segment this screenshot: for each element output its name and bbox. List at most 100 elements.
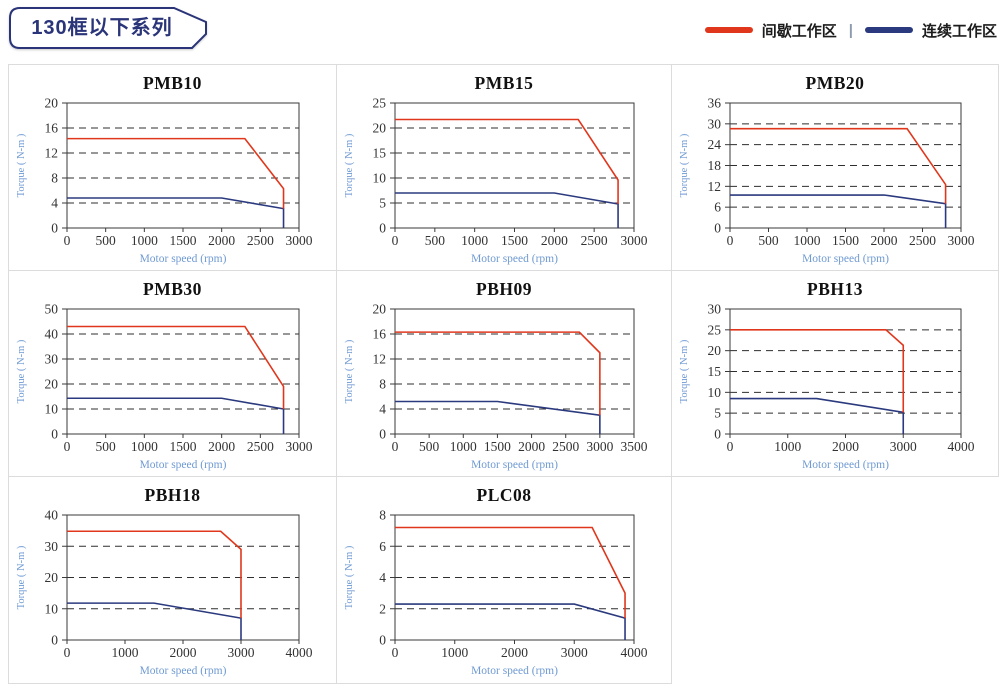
svg-text:25: 25	[373, 96, 387, 111]
svg-text:500: 500	[419, 439, 440, 454]
svg-text:50: 50	[45, 302, 59, 317]
svg-text:3000: 3000	[621, 233, 648, 248]
torque-speed-chart-pmb10: 0 500 1000 1500 2000 2500 3000 0 4 8 12 16 20 Motor s…	[16, 96, 313, 266]
svg-text:0: 0	[727, 233, 734, 248]
torque-speed-chart-plc08: 0 1000 2000 3000 4000 0 2 4 6 8 Motor speed (rpm) T…	[344, 508, 648, 678]
svg-text:15: 15	[708, 364, 722, 379]
svg-text:2000: 2000	[518, 439, 545, 454]
svg-text:Motor speed (rpm): Motor speed (rpm)	[471, 459, 558, 471]
svg-text:Motor speed (rpm): Motor speed (rpm)	[802, 459, 889, 471]
svg-text:1500: 1500	[170, 233, 197, 248]
svg-text:20: 20	[373, 121, 387, 136]
svg-text:5: 5	[714, 406, 721, 421]
svg-text:6: 6	[714, 200, 721, 215]
svg-text:0: 0	[727, 439, 734, 454]
svg-text:2000: 2000	[208, 439, 235, 454]
svg-text:2000: 2000	[541, 233, 568, 248]
svg-text:0: 0	[51, 633, 58, 648]
svg-text:16: 16	[45, 121, 59, 136]
svg-text:Motor speed (rpm): Motor speed (rpm)	[140, 459, 227, 471]
svg-text:Torque ( N-m ): Torque ( N-m )	[679, 339, 690, 403]
torque-speed-chart-pmb20: 0 500 1000 1500 2000 2500 3000 0 6 12 18 24 30 36 Moto…	[679, 96, 975, 266]
chart-panel-pbh18: PBH18 0 1000 2000 3000 4000 0 10 20 30 40 Motor sp…	[9, 477, 337, 684]
torque-speed-chart-pmb15: 0 500 1000 1500 2000 2500 3000 0 5 10 15 20 25 Motor …	[344, 96, 648, 266]
svg-text:0: 0	[64, 233, 71, 248]
series-badge-label: 130框以下系列	[31, 17, 173, 39]
svg-text:1500: 1500	[832, 233, 859, 248]
svg-text:30: 30	[708, 116, 722, 131]
svg-text:Motor speed (rpm): Motor speed (rpm)	[140, 253, 227, 265]
svg-text:0: 0	[392, 645, 399, 660]
svg-text:1000: 1000	[112, 645, 139, 660]
svg-text:4: 4	[379, 402, 386, 417]
svg-text:3000: 3000	[561, 645, 588, 660]
svg-text:2500: 2500	[552, 439, 579, 454]
svg-text:4000: 4000	[621, 645, 648, 660]
svg-text:0: 0	[51, 427, 58, 442]
legend-intermittent: 间歇工作区	[704, 20, 837, 41]
svg-text:2500: 2500	[247, 233, 274, 248]
svg-text:3000: 3000	[948, 233, 975, 248]
svg-text:25: 25	[708, 322, 722, 337]
chart-panel-pmb20: PMB20 0 500 1000 1500 2000 2500 3000 0 6 12 18 24 30…	[672, 65, 999, 271]
svg-text:Torque ( N-m ): Torque ( N-m )	[679, 133, 690, 197]
svg-text:1000: 1000	[131, 439, 158, 454]
svg-text:10: 10	[45, 601, 59, 616]
svg-text:2500: 2500	[581, 233, 608, 248]
svg-text:3000: 3000	[586, 439, 613, 454]
continuous-line-swatch	[864, 27, 913, 33]
legend-separator: |	[848, 21, 853, 39]
svg-text:Torque ( N-m ): Torque ( N-m )	[16, 133, 27, 197]
svg-text:10: 10	[373, 171, 387, 186]
svg-text:500: 500	[96, 439, 117, 454]
svg-text:40: 40	[45, 508, 59, 523]
svg-text:15: 15	[373, 146, 387, 161]
svg-text:4000: 4000	[286, 645, 313, 660]
chart-title-pbh09: PBH09	[476, 279, 532, 299]
chart-panel-pbh13: PBH13 0 1000 2000 3000 4000 0 5 10 15 20 25 30 Motor…	[672, 271, 999, 477]
svg-text:0: 0	[379, 221, 386, 236]
legend: 间歇工作区 | 连续工作区	[704, 20, 997, 41]
svg-text:500: 500	[758, 233, 779, 248]
svg-text:Torque ( N-m ): Torque ( N-m )	[344, 133, 355, 197]
svg-text:2500: 2500	[247, 439, 274, 454]
svg-text:5: 5	[379, 196, 386, 211]
svg-text:2000: 2000	[871, 233, 898, 248]
svg-text:500: 500	[425, 233, 446, 248]
svg-text:1500: 1500	[501, 233, 528, 248]
svg-text:4: 4	[379, 570, 386, 585]
svg-text:2000: 2000	[208, 233, 235, 248]
svg-text:Torque ( N-m ): Torque ( N-m )	[344, 545, 355, 609]
svg-text:12: 12	[373, 352, 387, 367]
svg-text:2000: 2000	[170, 645, 197, 660]
svg-text:24: 24	[708, 137, 722, 152]
legend-intermittent-label: 间歇工作区	[761, 22, 837, 40]
svg-text:20: 20	[45, 96, 59, 111]
svg-text:1000: 1000	[131, 233, 158, 248]
chart-title-pmb10: PMB10	[143, 73, 202, 93]
legend-continuous-label: 连续工作区	[921, 22, 997, 40]
chart-title-plc08: PLC08	[476, 485, 532, 505]
chart-panel-pmb10: PMB10 0 500 1000 1500 2000 2500 3000 0 4 8 12 16 20 M…	[9, 65, 337, 271]
svg-text:0: 0	[64, 645, 71, 660]
svg-text:1000: 1000	[450, 439, 477, 454]
chart-panel-pbh09: PBH09 0 500 1000 1500 2000 2500 3000 3500 0 4 8 12 1…	[337, 271, 672, 477]
svg-text:12: 12	[45, 146, 59, 161]
svg-text:10: 10	[708, 385, 722, 400]
svg-text:Torque ( N-m ): Torque ( N-m )	[16, 339, 27, 403]
svg-text:3000: 3000	[228, 645, 255, 660]
legend-continuous: 连续工作区	[864, 20, 997, 41]
svg-text:12: 12	[708, 179, 722, 194]
svg-text:Motor speed (rpm): Motor speed (rpm)	[802, 253, 889, 265]
svg-text:0: 0	[392, 439, 399, 454]
svg-text:1000: 1000	[794, 233, 821, 248]
torque-speed-chart-pbh18: 0 1000 2000 3000 4000 0 10 20 30 40 Motor speed (r…	[16, 508, 313, 678]
svg-text:1000: 1000	[441, 645, 468, 660]
svg-text:20: 20	[373, 302, 387, 317]
chart-title-pbh18: PBH18	[144, 485, 201, 505]
svg-text:0: 0	[379, 427, 386, 442]
svg-text:Motor speed (rpm): Motor speed (rpm)	[471, 253, 558, 265]
svg-text:1500: 1500	[484, 439, 511, 454]
svg-text:0: 0	[714, 221, 721, 236]
chart-title-pmb15: PMB15	[474, 73, 534, 93]
